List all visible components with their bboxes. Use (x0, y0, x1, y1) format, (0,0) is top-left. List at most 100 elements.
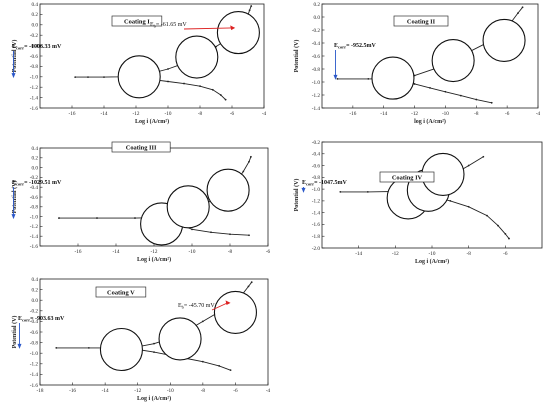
y-tick-label: -1.4 (30, 95, 39, 101)
chart-coating-iv: -0.2 -0.4 -0.6 -0.8 -1.0 -1.2 -1.4 -1.6 -1.8 -2.0… (278, 138, 550, 274)
annotation-label: Ecorr= -952.5mV (334, 43, 376, 50)
data-point (490, 101, 493, 104)
y-tick-label: -0.2 (30, 175, 39, 181)
chart-title-box (379, 171, 435, 183)
annotation-label: Ecorr= -1047.5mV (302, 180, 347, 187)
x-tick-label: -18 (37, 388, 44, 394)
x-tick-label: -10 (167, 388, 174, 394)
x-tick-label: -4 (266, 388, 271, 394)
data-point (248, 234, 250, 237)
chart-svg: -0.2 -0.4 -0.6 -0.8 -1.0 -1.2 -1.4 -1.6 -1.8 -2.0… (293, 140, 543, 265)
x-tick-label: -16 (75, 249, 82, 255)
highlight-circle (431, 38, 475, 83)
chart-svg: 0.4 0.2 0.0 -0.2 -0.4 -0.6 -0.8 -1.0 -1.2 -1.4 -1.… (11, 277, 271, 402)
y-tick-label: 0.0 (32, 23, 39, 29)
x-axis-label: Log i (A/cm²) (415, 258, 449, 265)
x-tick-label: -8 (474, 111, 479, 117)
highlight-circle (166, 185, 210, 229)
data-point (153, 342, 155, 345)
chart-title: Coating III (126, 144, 157, 151)
y-tick-label: -1.2 (30, 362, 39, 368)
x-tick-label: -6 (266, 249, 271, 255)
y-tick-label: -0.6 (30, 54, 39, 60)
y-tick-label: 0.0 (32, 165, 39, 171)
x-tick-label: -4 (262, 111, 267, 117)
y-tick-label: -0.6 (312, 54, 321, 60)
data-point (486, 214, 488, 217)
y-tick-label: -1.2 (30, 224, 39, 230)
y-tick-label: -1.0 (30, 351, 39, 357)
data-point (339, 190, 342, 193)
highlight-circle (175, 35, 219, 79)
x-tick-label: -6 (503, 251, 508, 257)
data-point (229, 233, 231, 236)
data-point (211, 88, 214, 91)
annotation-arrowhead (11, 73, 16, 79)
highlight-circle (99, 327, 143, 372)
chart-coating-v: 0.4 0.2 0.0 -0.2 -0.4 -0.6 -0.8 -1.0 -1.2 -1.4 -1.… (0, 275, 275, 414)
annotation-arrowhead (17, 343, 22, 349)
y-tick-label: -1.0 (312, 187, 321, 193)
chart-title: Coating I (124, 18, 150, 25)
x-tick-label: -12 (392, 251, 399, 257)
y-axis-label: Potential (V) (293, 179, 300, 212)
chart-title-box (111, 15, 163, 27)
x-tick-label: -16 (69, 388, 76, 394)
chart-svg: 0.4 0.2 0.0 -0.2 -0.4 -0.6 -0.8 -1.0 -1.2 -1.4 -1.… (11, 141, 271, 263)
x-tick-label: -14 (355, 251, 362, 257)
data-point (517, 12, 519, 15)
highlight-circle (117, 55, 161, 99)
data-point (250, 281, 253, 284)
data-point (224, 98, 227, 101)
data-point (55, 347, 58, 349)
y-tick-label: 0.4 (32, 2, 39, 8)
x-tick-label: -8 (467, 251, 472, 257)
y-tick-label: -1.4 (30, 234, 39, 240)
x-axis-label: Log i (A/cm²) (137, 256, 171, 263)
y-tick-label: -1.4 (312, 210, 321, 216)
y-axis-label: Potential (V) (11, 181, 18, 214)
y-tick-label: 0.4 (32, 277, 39, 283)
highlight-circle (216, 11, 260, 55)
data-point (429, 86, 431, 89)
x-tick-label: -8 (198, 111, 203, 117)
data-point (444, 90, 447, 93)
data-point (218, 365, 221, 367)
y-tick-label: -1.0 (312, 80, 321, 86)
data-point (242, 170, 245, 173)
y-tick-label: -0.4 (30, 185, 39, 191)
annotation-arrowhead (11, 214, 16, 220)
y-tick-label: -0.8 (312, 67, 321, 73)
y-tick-label: 0.0 (32, 298, 39, 304)
x-tick-label: -10 (442, 111, 449, 117)
y-tick-label: -0.6 (30, 330, 39, 336)
y-tick-label: -0.2 (312, 140, 321, 146)
y-tick-label: -1.6 (30, 244, 39, 250)
y-tick-label: -0.6 (312, 163, 321, 169)
data-point (413, 83, 416, 85)
y-tick-label: -1.2 (312, 93, 321, 99)
data-point (497, 224, 499, 227)
chart-title-box (393, 15, 449, 27)
data-point (87, 76, 89, 79)
data-point (366, 190, 369, 193)
chart-title: Coating II (407, 18, 436, 25)
y-tick-label: -1.6 (312, 222, 321, 228)
y-tick-label: -1.8 (312, 234, 321, 240)
annotation-arrow (183, 27, 233, 30)
annotation-label: Ecorr= -1006.33 mV (12, 44, 62, 51)
data-point (74, 76, 77, 79)
highlight-circle (213, 290, 257, 334)
y-tick-label: -1.4 (312, 106, 321, 112)
data-point (449, 199, 452, 202)
y-tick-label: -2.0 (312, 246, 321, 252)
highlight-circle (158, 317, 202, 361)
data-point (247, 285, 250, 288)
data-point (475, 98, 478, 101)
x-axis-label: Log i (A/cm²) (137, 395, 171, 402)
highlight-circle (371, 56, 415, 100)
y-tick-label: 0.4 (32, 146, 39, 152)
data-point (248, 160, 250, 163)
data-point (250, 5, 253, 7)
data-point (103, 76, 105, 79)
